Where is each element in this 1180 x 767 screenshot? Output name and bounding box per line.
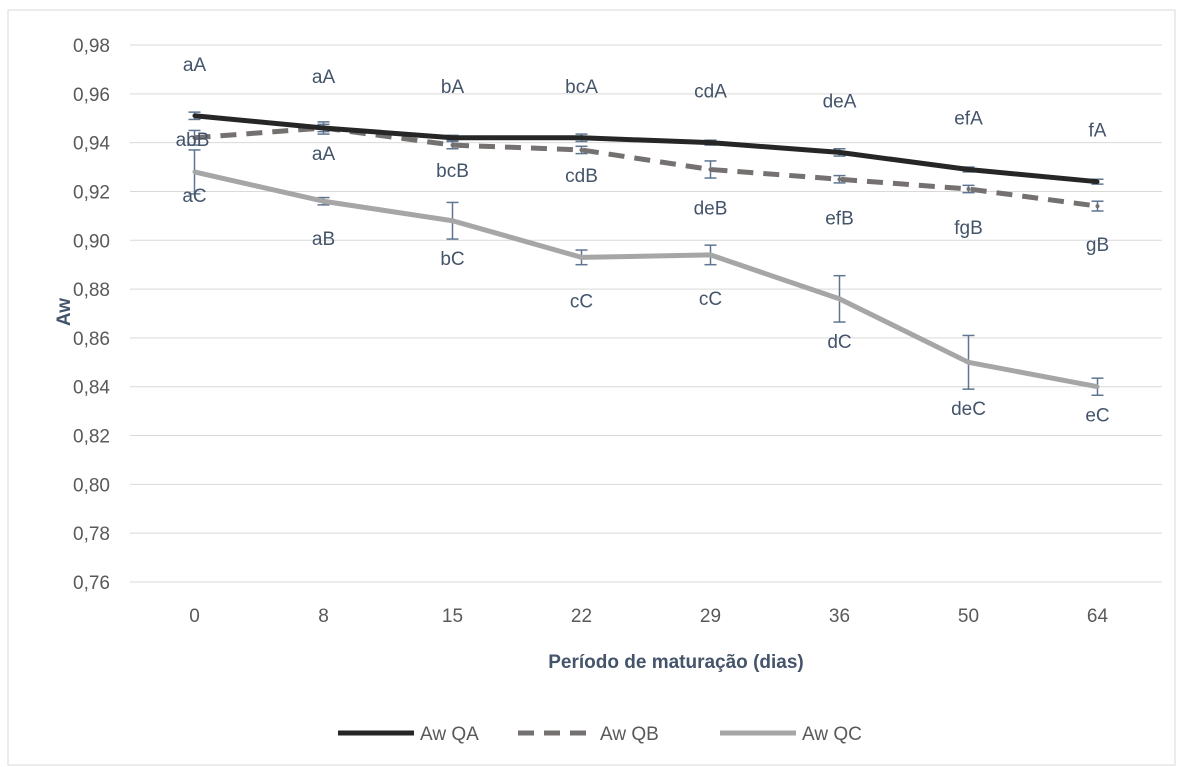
data-label: aC: [182, 186, 206, 207]
data-label: fA: [1089, 121, 1107, 142]
data-point: [192, 113, 197, 118]
series-line-aw-qb: [194, 125, 1098, 209]
data-label: cC: [570, 291, 593, 312]
data-point: [579, 147, 584, 152]
x-axis-title: Período de maturação (dias): [548, 652, 804, 673]
data-point: [1095, 384, 1100, 389]
data-point: [321, 199, 326, 204]
data-label: efA: [954, 108, 983, 129]
data-point: [579, 135, 584, 140]
data-point: [450, 218, 455, 223]
x-tick-label: 64: [1087, 606, 1109, 627]
data-label: aA: [312, 144, 336, 165]
data-point: [708, 167, 713, 172]
data-point: [192, 169, 197, 174]
data-labels: aA aA bA bcA cdA deA efA fA abB aA bcB cdB deB efB fgB…: [176, 55, 1110, 426]
data-point: [837, 150, 842, 155]
data-label: gB: [1086, 235, 1109, 256]
data-point: [192, 135, 197, 140]
data-point: [450, 135, 455, 140]
x-tick-label: 50: [958, 606, 979, 627]
data-point: [1095, 204, 1100, 209]
chart-border: [7, 9, 1176, 766]
data-label: deB: [694, 198, 728, 219]
data-point: [966, 167, 971, 172]
series-line-aw-qa: [194, 113, 1098, 185]
data-point: [1095, 179, 1100, 184]
legend: Aw QA Aw QB Aw QC: [338, 724, 862, 745]
y-axis-title: Aw: [54, 298, 75, 326]
y-tick-label: 0,92: [73, 182, 110, 203]
data-label: deC: [951, 399, 986, 420]
y-tick-label: 0,98: [73, 36, 110, 57]
x-tick-label: 29: [700, 606, 721, 627]
y-tick-label: 0,88: [73, 280, 110, 301]
y-tick-label: 0,84: [73, 378, 110, 399]
y-tick-label: 0,96: [73, 85, 110, 106]
data-label: cdB: [565, 166, 598, 187]
x-tick-label: 8: [318, 606, 329, 627]
data-label: eC: [1085, 405, 1109, 426]
data-point: [708, 140, 713, 145]
y-axis-tick-labels: 0,76 0,78 0,80 0,82 0,84 0,86 0,88 0,90 0,92 0,94…: [73, 36, 110, 594]
y-tick-label: 0,82: [73, 427, 110, 448]
data-label: dC: [827, 332, 851, 353]
series-lines: [192, 113, 1100, 390]
y-tick-label: 0,80: [73, 475, 110, 496]
data-label: aB: [312, 229, 335, 250]
data-label: aA: [183, 55, 207, 76]
legend-label: Aw QA: [420, 724, 479, 745]
data-label: fgB: [954, 218, 983, 239]
data-point: [708, 252, 713, 257]
data-label: efB: [825, 208, 854, 229]
data-label: bA: [441, 77, 465, 98]
x-tick-label: 36: [829, 606, 850, 627]
y-tick-label: 0,86: [73, 329, 110, 350]
data-label: aA: [312, 67, 336, 88]
data-label: bC: [440, 249, 464, 270]
x-axis-tick-labels: 0 8 15 22 29 36 50 64: [189, 606, 1108, 627]
legend-label: Aw QC: [802, 724, 862, 745]
data-point: [966, 360, 971, 365]
data-point: [966, 187, 971, 192]
data-label: bcA: [565, 77, 598, 98]
data-point: [837, 296, 842, 301]
data-point: [321, 125, 326, 130]
data-label: cC: [699, 289, 722, 310]
data-label: deA: [823, 91, 857, 112]
y-tick-label: 0,94: [73, 134, 110, 155]
data-label: cdA: [694, 82, 727, 103]
legend-label: Aw QB: [600, 724, 659, 745]
data-point: [837, 177, 842, 182]
data-label: bcB: [436, 161, 469, 182]
data-label: abB: [176, 130, 210, 151]
gridlines: [130, 44, 1162, 583]
y-tick-label: 0,78: [73, 524, 110, 545]
series-line-aw-qc: [193, 169, 1098, 390]
data-point: [450, 143, 455, 148]
y-tick-label: 0,76: [73, 573, 110, 594]
data-point: [579, 255, 584, 260]
x-tick-label: 15: [442, 606, 463, 627]
x-tick-label: 22: [571, 606, 592, 627]
x-tick-label: 0: [189, 606, 200, 627]
y-tick-label: 0,90: [73, 231, 110, 252]
